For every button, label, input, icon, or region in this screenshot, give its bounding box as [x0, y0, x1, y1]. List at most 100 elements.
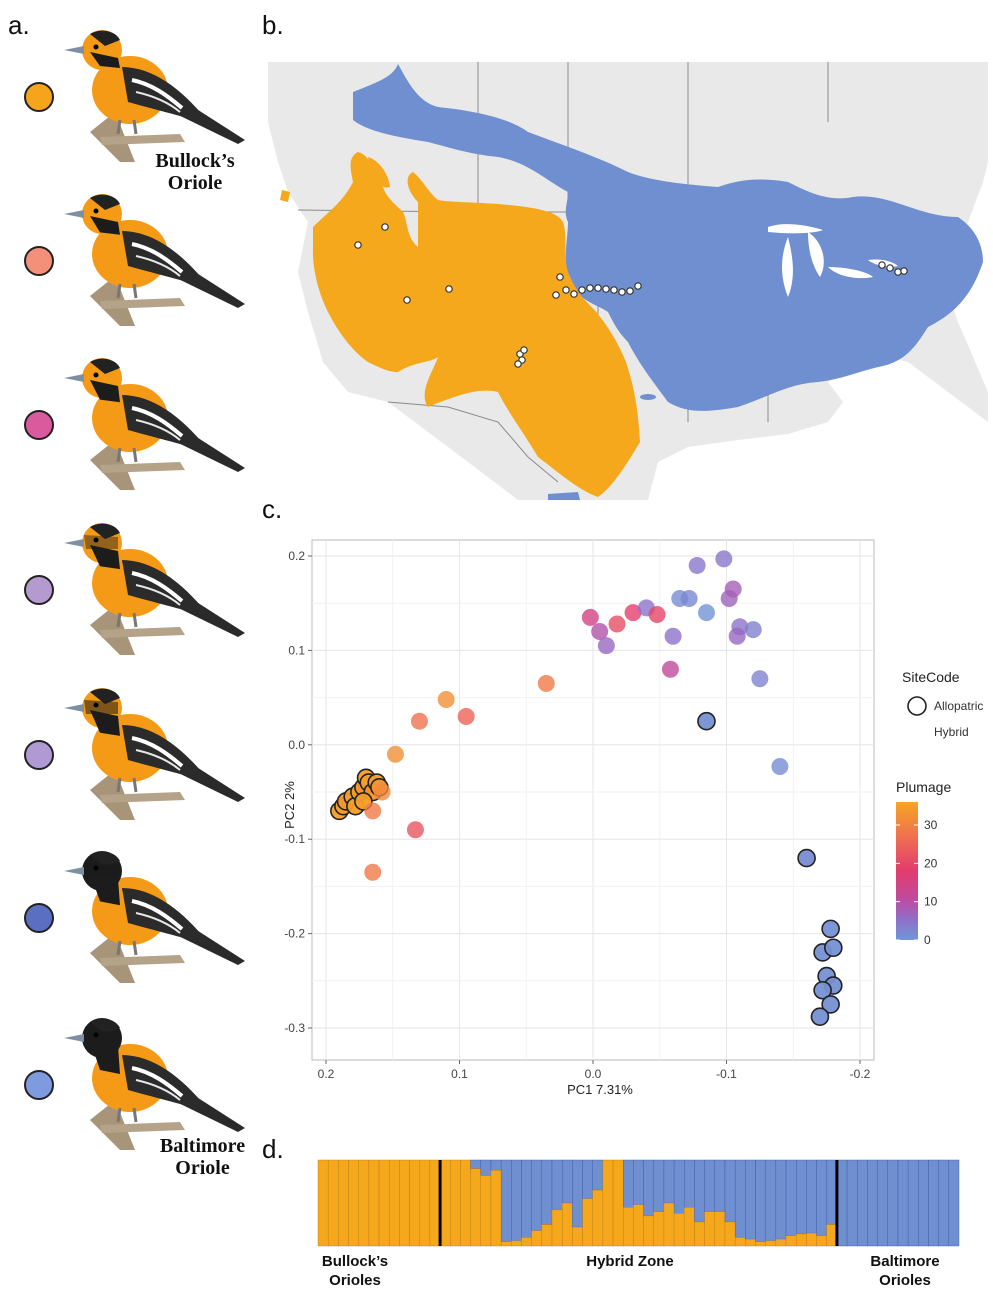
- pca-point-hybrid: [457, 707, 475, 725]
- structure-bar-baltimore: [938, 1159, 950, 1247]
- pca-point-hybrid: [410, 712, 428, 730]
- structure-bar-baltimore: [806, 1159, 817, 1234]
- pca-point-hybrid: [537, 674, 555, 692]
- legend-allopatric-label: Allopatric: [934, 699, 983, 713]
- structure-bar-bullocks: [643, 1215, 654, 1247]
- structure-bar-bullocks: [419, 1159, 431, 1247]
- structure-bar-baltimore: [673, 1159, 685, 1214]
- structure-bar-baltimore: [643, 1159, 654, 1217]
- pca-point-hybrid: [608, 615, 626, 633]
- pca-point-hybrid: [661, 660, 679, 678]
- structure-bar-bullocks: [653, 1211, 665, 1247]
- pca-point-hybrid: [715, 550, 733, 568]
- structure-bar-bullocks: [612, 1159, 624, 1247]
- x-tick-label: -0.1: [716, 1067, 737, 1081]
- structure-bar-bullocks: [429, 1159, 441, 1247]
- sample-sites: [354, 223, 908, 368]
- structure-bar-bullocks: [826, 1224, 838, 1247]
- map-sample-dot: [552, 291, 560, 299]
- map-sample-dot: [610, 286, 618, 294]
- structure-bar-baltimore: [531, 1159, 543, 1231]
- structure-bar-bullocks: [450, 1159, 461, 1247]
- structure-bar-bullocks: [327, 1159, 339, 1247]
- map-sample-dot: [562, 286, 570, 294]
- bullocks-label-line2: Oriole: [167, 172, 223, 194]
- group-label-hybrid-line1: Hybrid Zone: [586, 1253, 674, 1270]
- baltimore-label-line1: Baltimore: [159, 1135, 246, 1157]
- pca-point-allopatric: [797, 848, 816, 868]
- plumage-colorbar: [896, 802, 918, 940]
- structure-bar-baltimore: [867, 1159, 878, 1247]
- structure-bar-bullocks: [745, 1238, 756, 1247]
- grid-lines: [312, 540, 874, 1060]
- pca-point-hybrid: [597, 637, 615, 655]
- structure-bar-baltimore: [755, 1159, 766, 1242]
- colorbar-tick-label: 20: [924, 856, 938, 870]
- pca-point-hybrid: [751, 670, 769, 688]
- structure-bar-baltimore: [877, 1159, 888, 1247]
- x-axis-title: PC1 7.31%: [567, 1082, 633, 1097]
- baltimore-range: [353, 64, 983, 411]
- x-tick-label: -0.2: [850, 1067, 871, 1081]
- structure-bar-bullocks: [734, 1237, 746, 1247]
- colorbar-tick-label: 10: [924, 895, 938, 909]
- structure-bar-bullocks: [714, 1211, 726, 1247]
- y-tick-label: 0.2: [288, 549, 305, 563]
- structure-bar-bullocks: [521, 1237, 532, 1247]
- group-label-bullocks: Bullock’s Orioles: [300, 1252, 410, 1290]
- pca-point-hybrid: [364, 802, 382, 820]
- map-sample-dot: [602, 285, 610, 293]
- pca-point-allopatric: [823, 938, 843, 958]
- structure-bar-baltimore: [796, 1159, 807, 1235]
- legend-hybrid-label: Hybrid: [934, 725, 969, 739]
- structure-bar-bullocks: [338, 1159, 349, 1247]
- structure-bar-bullocks: [470, 1168, 481, 1247]
- structure-bar-bullocks: [633, 1204, 644, 1247]
- structure-bar-bullocks: [602, 1159, 614, 1247]
- structure-bar-bullocks: [490, 1170, 502, 1247]
- pca-point-allopatric: [810, 1007, 830, 1026]
- structure-bar-baltimore: [694, 1159, 705, 1223]
- structure-bar-bullocks: [460, 1159, 471, 1247]
- pca-point-hybrid: [697, 604, 715, 622]
- structure-bar-bullocks: [806, 1232, 817, 1247]
- plumage-legend-title: Plumage: [896, 779, 951, 795]
- structure-bar-baltimore: [948, 1159, 960, 1247]
- structure-bar-baltimore: [836, 1159, 848, 1247]
- structure-bar-bullocks: [348, 1159, 359, 1247]
- structure-bar-bullocks: [480, 1175, 492, 1247]
- panel-label-b: b.: [262, 10, 284, 40]
- structure-bar-baltimore: [816, 1159, 827, 1236]
- plumage-swatch: [24, 740, 54, 770]
- structure-bar-baltimore: [663, 1159, 675, 1204]
- colorbar-tick-label: 30: [924, 818, 938, 832]
- y-axis-ticks: 0.2 0.1 0.0 -0.1 -0.2 -0.3: [284, 549, 312, 1035]
- map-sample-dot: [445, 285, 453, 293]
- oriole-illustration: [64, 1018, 245, 1150]
- map-sample-dot: [578, 286, 586, 294]
- structure-bar-baltimore: [511, 1159, 522, 1242]
- structure-bar-baltimore: [745, 1159, 756, 1240]
- structure-bar-bullocks: [389, 1159, 400, 1247]
- baltimore-range-patch: [640, 394, 656, 400]
- pca-point-hybrid: [724, 580, 742, 598]
- map-sample-dot: [886, 264, 894, 272]
- structure-bar-bullocks: [531, 1230, 543, 1247]
- map-sample-dot: [403, 296, 411, 304]
- panel-label-c: c.: [262, 494, 283, 524]
- gulf-of-mexico: [648, 352, 988, 500]
- structure-bar-baltimore: [592, 1159, 604, 1191]
- pca-points: [330, 550, 843, 1026]
- y-axis-title: PC2 2%: [282, 781, 297, 829]
- group-label-bullocks-line1: Bullock’s: [321, 1253, 389, 1270]
- structure-bar-bullocks: [500, 1241, 512, 1247]
- structure-bar-bullocks: [785, 1235, 797, 1247]
- map-sample-dot: [900, 267, 908, 275]
- map-sample-dot: [586, 284, 594, 292]
- structure-bar-baltimore: [684, 1159, 695, 1208]
- map-sample-dot: [634, 282, 642, 290]
- structure-bar-bullocks: [399, 1159, 410, 1247]
- pca-point-hybrid: [744, 621, 762, 639]
- baltimore-label-line2: Oriole: [175, 1157, 230, 1179]
- colorbar-ticks: 30 20 10 0: [896, 818, 938, 947]
